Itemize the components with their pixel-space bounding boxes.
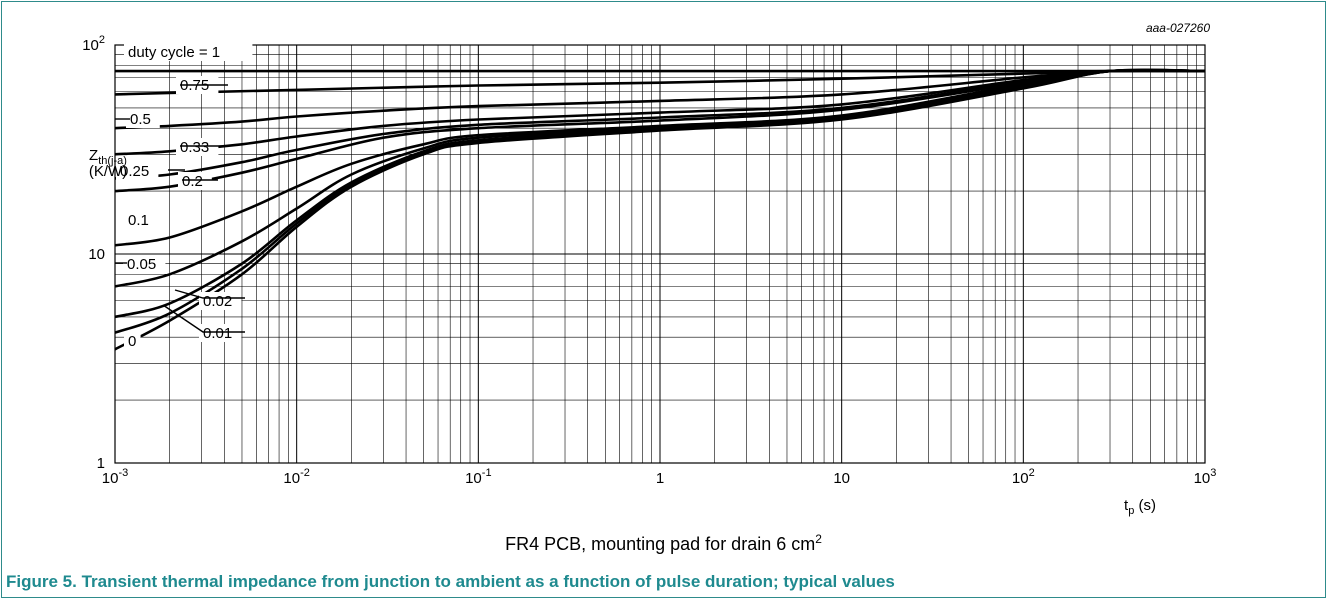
- series-label-6: 0.1: [128, 212, 149, 229]
- y-axis-label: Zth(j-a): [89, 147, 127, 167]
- series-line-7: [114, 68, 1206, 288]
- series-label-10: 0: [128, 333, 136, 350]
- x-tick-label: 10-2: [283, 467, 309, 487]
- series-label-4: 0.25: [120, 163, 149, 180]
- grid: [114, 45, 1205, 464]
- figure-code: aaa-027260: [1146, 21, 1210, 35]
- series-label-bg: [199, 324, 242, 342]
- series-label-leader: [174, 289, 245, 299]
- x-tick-label: 10-3: [102, 467, 128, 487]
- series-label-0: duty cycle = 1: [128, 44, 220, 61]
- y-tick-label: 10: [88, 246, 105, 263]
- series-label-5: 0.2: [182, 173, 203, 190]
- series-label-bg: [178, 172, 212, 190]
- plot-border: [114, 44, 1206, 464]
- pcb-note: FR4 PCB, mounting pad for drain 6 cm2: [505, 532, 822, 554]
- series-line-6: [114, 68, 1206, 247]
- curve-labels: duty cycle = 1 0.75 0.5 0.33 0.25 0.2 0.1 0.05 0…: [115, 43, 253, 350]
- x-tick-label: 10: [833, 470, 850, 487]
- series-line-1: [114, 69, 1206, 96]
- series-label-bg: [176, 138, 219, 156]
- x-tick-label: 10-1: [465, 467, 491, 487]
- series-label-bg: [199, 292, 242, 310]
- series-label-bg: [123, 255, 166, 273]
- x-axis-label: tp (s): [1124, 497, 1156, 517]
- series-label-8: 0.02: [203, 293, 232, 310]
- series-label-bg: [124, 332, 141, 350]
- y-axis-unit: (K/W): [89, 163, 127, 180]
- y-tick-label: 102: [82, 34, 105, 54]
- x-tick-label: 103: [1194, 467, 1217, 487]
- series-label-1: 0.75: [180, 77, 209, 94]
- series-label-3: 0.33: [180, 139, 209, 156]
- curves: [114, 68, 1206, 351]
- x-tick-label: 1: [656, 470, 664, 487]
- series-label-bg: [124, 211, 158, 229]
- series-label-bg: [124, 43, 253, 61]
- series-label-2: 0.5: [130, 111, 151, 128]
- series-label-bg: [116, 162, 159, 180]
- series-label-7: 0.05: [127, 256, 156, 273]
- series-label-bg: [126, 110, 160, 128]
- series-line-10: [114, 68, 1206, 351]
- tick-labels: 10-3 10-2 10-1 1 10 102 103 1 10 102: [82, 34, 1216, 487]
- series-label-leader: [162, 304, 245, 333]
- series-label-9: 0.01: [203, 325, 232, 342]
- series-line-2: [114, 69, 1206, 130]
- figure-caption: Figure 5. Transient thermal impedance fr…: [6, 572, 895, 591]
- y-tick-label: 1: [97, 455, 105, 472]
- x-tick-label: 102: [1012, 467, 1035, 487]
